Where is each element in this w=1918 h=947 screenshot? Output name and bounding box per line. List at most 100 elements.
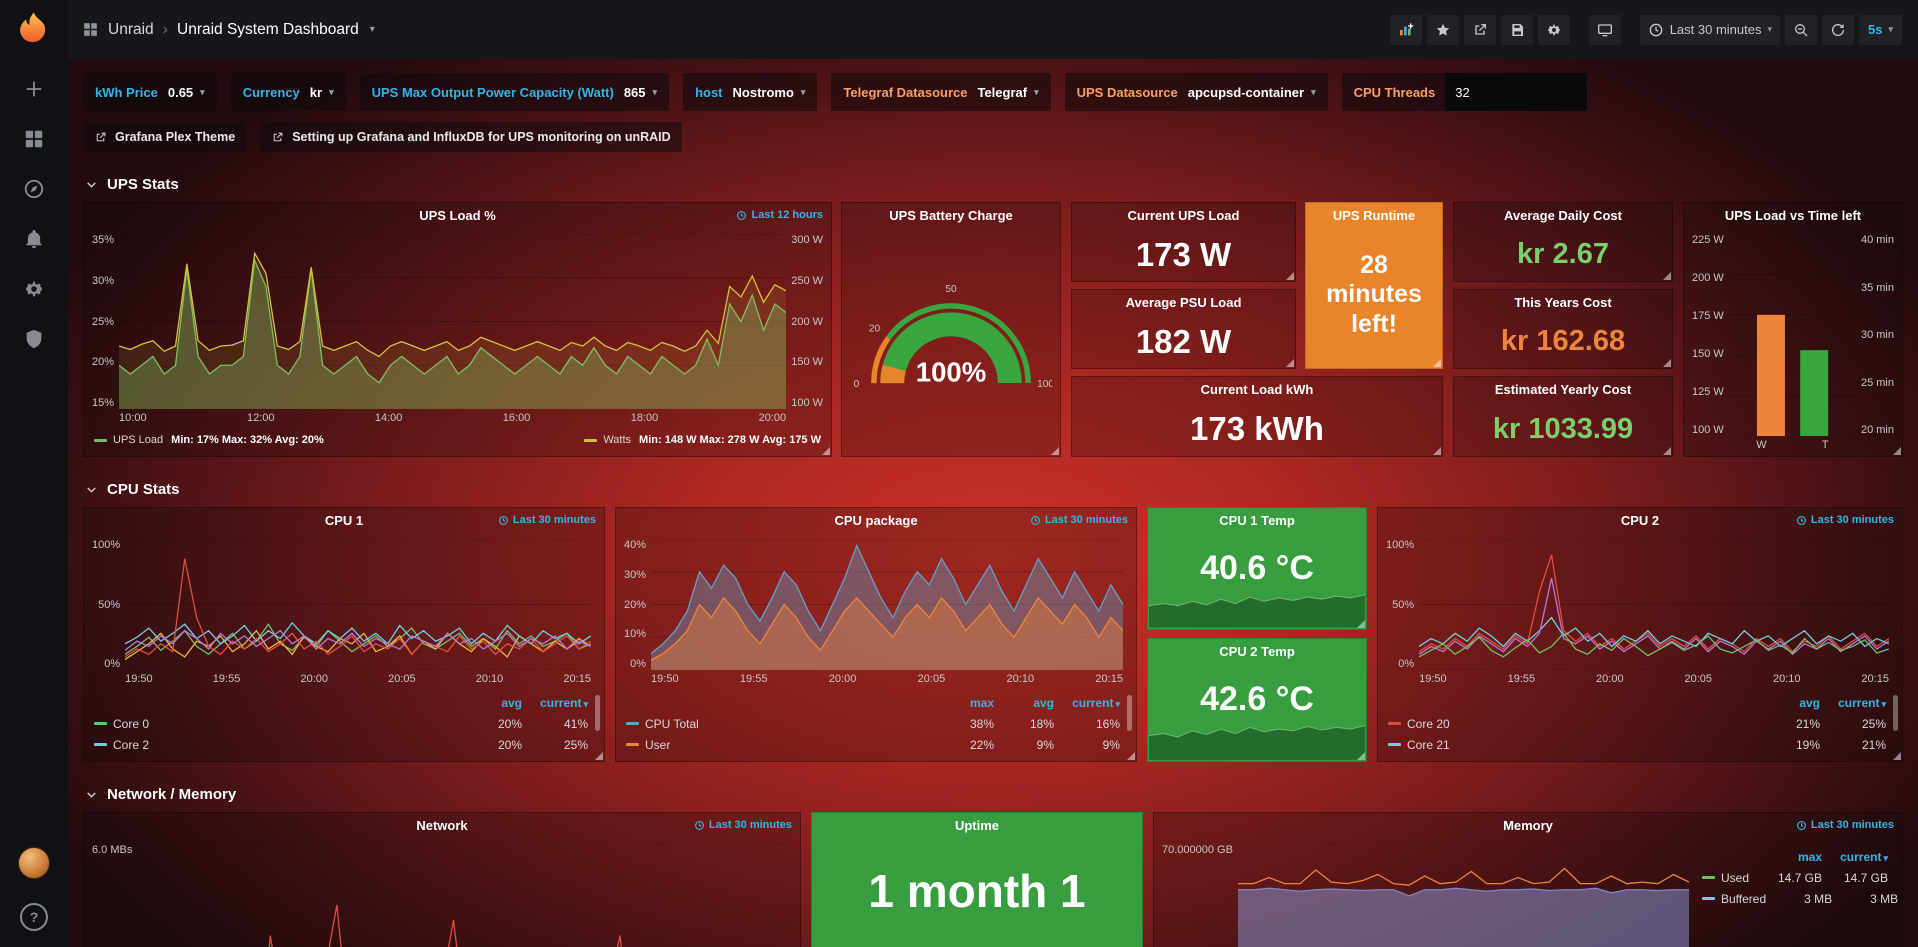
panel-title[interactable]: Average PSU Load [1125,295,1242,310]
panel-time-override[interactable]: Last 30 minutes [1796,514,1894,526]
configuration-icon[interactable] [23,278,45,300]
chevron-down-icon [87,487,96,493]
share-button[interactable] [1463,14,1496,45]
panel-title[interactable]: Estimated Yearly Cost [1494,382,1632,397]
external-link-icon [96,132,106,141]
link-ups-monitoring-guide[interactable]: Setting up Grafana and InfluxDB for UPS … [260,122,682,152]
row-header-cpu-stats[interactable]: CPU Stats [85,481,1903,498]
panel-title[interactable]: UPS Battery Charge [889,208,1013,223]
stat-value: 173 kWh [1190,410,1324,447]
variable-ups-max-output: UPS Max Output Power Capacity (Watt) 865… [359,73,670,111]
zoom-out-button[interactable] [1785,14,1817,45]
stat-value: 1 month 1 [868,865,1086,917]
legend-row[interactable]: Core 21 19% 21% [1388,734,1886,755]
panel-title[interactable]: Current Load kWh [1200,382,1314,397]
breadcrumb: Unraid › Unraid System Dashboard ▾ [82,21,375,39]
sparkline [1149,716,1365,760]
alerting-icon[interactable] [23,228,45,250]
row-header-network-memory[interactable]: Network / Memory [85,786,1903,803]
stat-value: 42.6 °C [1200,680,1314,718]
legend-row[interactable]: Used 14.7 GB 14.7 GB [1702,867,1888,888]
legend-row[interactable]: Core 20 21% 25% [1388,713,1886,734]
stat-value: 182 W [1135,322,1232,360]
panel-title[interactable]: Current UPS Load [1127,208,1240,223]
ups-stats-row: UPS Load % Last 12 hours 35% 30% 25% 20% 15%… [83,202,1903,457]
legend-item[interactable]: Watts Min: 148 W Max: 278 W Avg: 175 W [584,434,821,446]
panel-title[interactable]: Average Daily Cost [1503,208,1622,223]
legend-scrollbar[interactable] [1893,695,1898,731]
time-range-picker[interactable]: Last 30 minutes ▾ [1639,14,1780,45]
panel-title[interactable]: CPU 1 [324,513,364,528]
variable-value-dropdown[interactable]: Telegraf ▾ [977,84,1039,100]
dashboard-caret-icon[interactable]: ▾ [369,24,375,35]
legend-row[interactable]: Core 2 20% 25% [94,734,588,755]
explore-icon[interactable] [23,178,45,200]
legend-row[interactable]: Core 0 20% 41% [94,713,588,734]
cpu-threads-input[interactable]: 32 [1445,73,1588,111]
panel-title[interactable]: UPS Load % [419,208,496,223]
panel-title[interactable]: CPU 2 Temp [1219,644,1295,659]
stat-value: 173 W [1135,235,1232,273]
variable-value-dropdown[interactable]: apcupsd-container ▾ [1187,84,1316,100]
link-grafana-plex-theme[interactable]: Grafana Plex Theme [83,122,247,152]
refresh-button[interactable] [1822,14,1854,45]
panel-memory: Memory Last 30 minutes 70.000000 GB60.00… [1153,812,1903,947]
panel-title[interactable]: UPS Load vs Time left [1724,208,1862,223]
variable-value-dropdown[interactable]: Nostromo ▾ [732,84,806,100]
panel-time-override[interactable]: Last 30 minutes [694,819,792,831]
panel-cpu2: CPU 2 Last 30 minutes 100% 50% 0% 19:50 19:5… [1377,507,1903,762]
legend-scrollbar[interactable] [1127,695,1132,731]
breadcrumb-folder[interactable]: Unraid [108,20,154,38]
dashboard-picker-icon[interactable] [82,21,99,38]
add-panel-button[interactable] [1389,14,1422,45]
settings-button[interactable] [1537,14,1570,45]
panel-time-override[interactable]: Last 12 hours [736,209,823,221]
variable-value-dropdown[interactable]: 865 ▾ [623,84,658,100]
legend-scrollbar[interactable] [595,695,600,731]
chevron-down-icon: ▾ [329,86,334,97]
panel-time-override[interactable]: Last 30 minutes [1030,514,1128,526]
breadcrumb-dashboard-title[interactable]: Unraid System Dashboard [177,20,359,38]
variable-kwh-price: kWh Price 0.65 ▾ [83,73,217,111]
panel-title[interactable]: CPU 1 Temp [1219,513,1295,528]
panel-header: Estimated Yearly Cost [1454,377,1672,402]
panel-header: This Years Cost [1454,290,1672,315]
help-icon[interactable]: ? [20,903,48,931]
cycle-view-button[interactable] [1588,14,1621,45]
panel-title[interactable]: This Years Cost [1514,295,1612,310]
panel-title[interactable]: Memory [1503,818,1553,833]
template-variables-row: kWh Price 0.65 ▾ Currency kr ▾ UPS Max Out… [83,73,1903,111]
svg-text:100%: 100% [916,356,986,387]
legend-row[interactable]: User 22% 9% 9% [626,734,1120,755]
clock-icon [694,820,704,830]
save-button[interactable] [1500,14,1533,45]
clock-icon [737,210,747,220]
server-admin-icon[interactable] [23,328,45,350]
panel-cpu1-temp: CPU 1 Temp 40.6 °C [1147,507,1367,630]
variable-value-dropdown[interactable]: kr ▾ [309,84,334,100]
panel-title[interactable]: UPS Runtime [1332,208,1416,223]
panel-title[interactable]: Network [416,818,468,833]
variable-value-dropdown[interactable]: 0.65 ▾ [167,84,205,100]
legend-row[interactable]: Buffered 3 MB 3 MB [1702,888,1898,909]
user-avatar[interactable] [18,847,50,879]
panel-average-daily-cost: Average Daily Cost kr 2.67 [1453,202,1673,282]
row-header-ups-stats[interactable]: UPS Stats [85,176,1903,193]
legend-item[interactable]: UPS Load Min: 17% Max: 32% Avg: 20% [94,434,324,446]
panel-title[interactable]: Uptime [954,818,1000,833]
grafana-logo[interactable] [14,10,54,50]
panel-header: CPU 1 Temp [1148,508,1366,533]
legend-row[interactable]: CPU Total 38% 18% 16% [626,713,1120,734]
create-icon[interactable] [23,78,45,100]
top-navbar: Unraid › Unraid System Dashboard ▾ Last … [68,0,1918,59]
legend-swatch [94,722,107,725]
panel-title[interactable]: CPU package [834,513,918,528]
dashboards-icon[interactable] [23,128,45,150]
refresh-interval-picker[interactable]: 5s ▾ [1859,14,1902,45]
panel-time-override[interactable]: Last 30 minutes [1796,819,1894,831]
panel-time-override[interactable]: Last 30 minutes [498,514,596,526]
star-button[interactable] [1426,14,1459,45]
memory-body: 70.000000 GB60.000000 GB50.000000 GB max… [1154,838,1902,947]
panel-title[interactable]: CPU 2 [1620,513,1660,528]
